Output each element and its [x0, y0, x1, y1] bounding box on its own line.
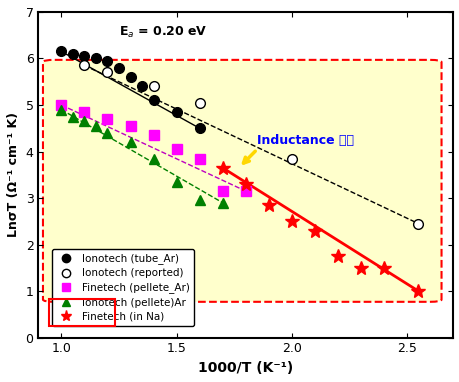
Line: Finetech (in Na): Finetech (in Na)	[215, 161, 425, 298]
Ionotech (pellete)Ar	[128, 140, 133, 144]
Ionotech (pellete)Ar	[70, 114, 76, 119]
Ionotech (tube_Ar)	[82, 54, 87, 58]
Line: Ionotech (tube_Ar): Ionotech (tube_Ar)	[56, 47, 204, 133]
Legend: Ionotech (tube_Ar), Ionotech (reported), Finetech (pellete_Ar), Ionotech (pellet: Ionotech (tube_Ar), Ionotech (reported),…	[52, 249, 194, 326]
Ionotech (tube_Ar)	[70, 52, 76, 56]
Finetech (in Na)	[415, 289, 420, 293]
Finetech (in Na)	[311, 228, 317, 233]
Ionotech (tube_Ar)	[128, 75, 133, 79]
Finetech (in Na)	[219, 165, 225, 170]
Ionotech (reported)	[288, 156, 294, 161]
Finetech (in Na)	[334, 254, 340, 259]
Text: E$_a$ = 0.20 eV: E$_a$ = 0.20 eV	[119, 25, 207, 40]
Line: Ionotech (pellete)Ar: Ionotech (pellete)Ar	[56, 105, 227, 207]
Finetech (pellete_Ar)	[58, 103, 64, 107]
FancyBboxPatch shape	[43, 60, 441, 302]
Ionotech (tube_Ar)	[58, 49, 64, 54]
Finetech (in Na)	[381, 265, 386, 270]
Ionotech (reported)	[105, 70, 110, 75]
Finetech (pellete_Ar)	[151, 133, 156, 138]
Text: Inductance 오자: Inductance 오자	[257, 134, 353, 147]
Ionotech (tube_Ar)	[174, 110, 179, 114]
Y-axis label: LnσT (Ω⁻¹ cm⁻¹ K): LnσT (Ω⁻¹ cm⁻¹ K)	[7, 112, 20, 237]
Ionotech (pellete)Ar	[82, 119, 87, 123]
Ionotech (pellete)Ar	[93, 124, 99, 128]
Line: Finetech (pellete_Ar): Finetech (pellete_Ar)	[56, 100, 250, 196]
Ionotech (pellete)Ar	[219, 201, 225, 205]
Finetech (pellete_Ar)	[82, 110, 87, 114]
Ionotech (tube_Ar)	[196, 126, 202, 131]
Ionotech (tube_Ar)	[116, 65, 122, 70]
X-axis label: 1000/T (K⁻¹): 1000/T (K⁻¹)	[198, 361, 293, 375]
Finetech (pellete_Ar)	[128, 124, 133, 128]
Finetech (pellete_Ar)	[174, 147, 179, 152]
Line: Ionotech (reported): Ionotech (reported)	[79, 61, 422, 228]
Finetech (in Na)	[242, 182, 248, 186]
Ionotech (tube_Ar)	[105, 58, 110, 63]
Ionotech (tube_Ar)	[139, 84, 145, 89]
Ionotech (pellete)Ar	[58, 107, 64, 112]
Finetech (in Na)	[288, 219, 294, 223]
Ionotech (tube_Ar)	[151, 98, 156, 103]
Ionotech (pellete)Ar	[196, 198, 202, 203]
Finetech (pellete_Ar)	[105, 117, 110, 121]
Finetech (pellete_Ar)	[196, 156, 202, 161]
Finetech (in Na)	[265, 203, 271, 207]
Ionotech (pellete)Ar	[105, 131, 110, 135]
Ionotech (pellete)Ar	[151, 156, 156, 161]
Ionotech (reported)	[415, 221, 420, 226]
Ionotech (tube_Ar)	[93, 56, 99, 61]
Ionotech (pellete)Ar	[174, 180, 179, 184]
Ionotech (reported)	[151, 84, 156, 89]
Ionotech (reported)	[82, 63, 87, 68]
Finetech (pellete_Ar)	[242, 189, 248, 193]
Finetech (in Na)	[358, 265, 363, 270]
Finetech (pellete_Ar)	[219, 189, 225, 193]
Ionotech (reported)	[196, 100, 202, 105]
